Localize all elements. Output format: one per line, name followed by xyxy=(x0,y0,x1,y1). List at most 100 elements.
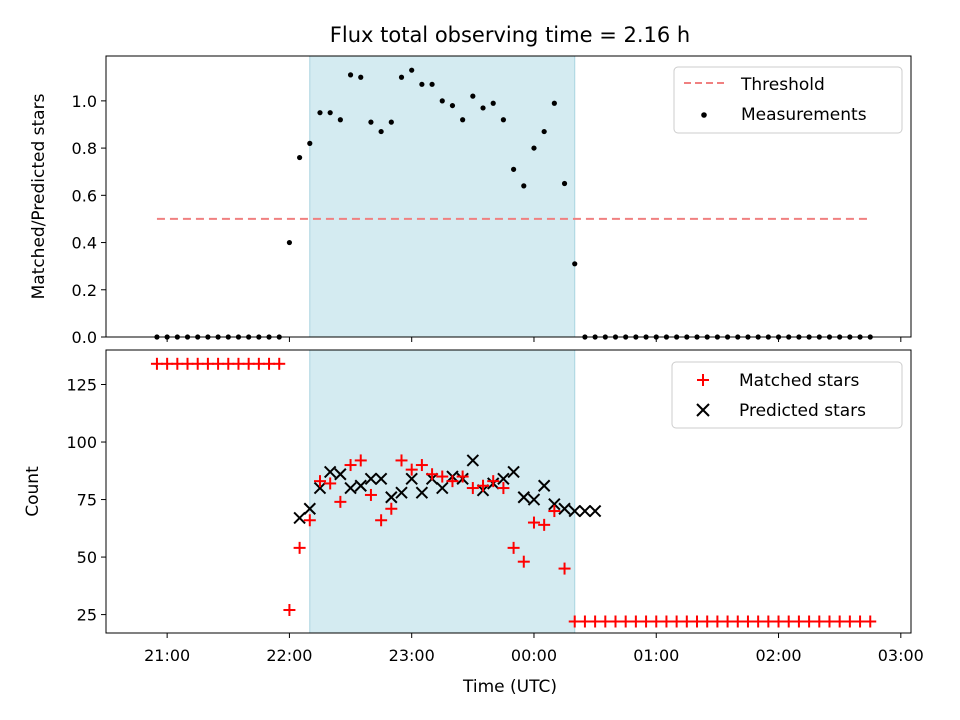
matched-star-point xyxy=(466,482,479,495)
predicted-star-point xyxy=(354,479,367,492)
matched-star-point xyxy=(252,357,265,370)
predicted-star-point xyxy=(466,454,480,467)
measurement-point xyxy=(398,74,405,80)
predicted-star-point xyxy=(537,479,551,492)
measurement-point xyxy=(378,128,384,135)
top-ytick-label-0: 0.0 xyxy=(72,328,97,347)
matched-star-point xyxy=(660,615,673,628)
top-x-ticks xyxy=(166,337,902,342)
predicted-star-point xyxy=(303,502,317,515)
measurement-point xyxy=(419,81,425,87)
top-ytick-label-5: 1.0 xyxy=(72,92,97,111)
matched-star-point xyxy=(803,615,816,628)
matched-star-point xyxy=(568,615,581,628)
bottom-ytick-label-0: 25 xyxy=(77,606,97,625)
predicted-star-point xyxy=(578,504,592,518)
matched-star-point xyxy=(242,357,255,370)
matched-star-point xyxy=(324,477,337,490)
predicted-star-point xyxy=(334,468,347,481)
bottom-ytick-label-3: 100 xyxy=(66,433,97,452)
predicted-star-point xyxy=(497,472,510,486)
top-ytick-label-3: 0.6 xyxy=(72,186,97,205)
measurement-point xyxy=(317,110,323,116)
bottom-ytick-label-4: 125 xyxy=(66,376,97,395)
x-axis-label: Time (UTC) xyxy=(462,677,557,697)
predicted-star-point xyxy=(385,491,398,504)
legend-threshold-label: Threshold xyxy=(740,75,825,95)
bottom-ytick-label-1: 50 xyxy=(77,548,97,567)
xtick-label-2: 23:00 xyxy=(389,646,435,665)
matched-star-point xyxy=(701,615,714,628)
top-ytick-label-2: 0.4 xyxy=(72,234,97,253)
measurement-point xyxy=(409,67,415,73)
predicted-star-point xyxy=(548,497,561,511)
matched-star-point xyxy=(558,562,571,575)
matched-star-point xyxy=(589,615,602,628)
predicted-star-point xyxy=(293,511,306,525)
bottom-plot-frame xyxy=(105,349,912,634)
matched-star-point xyxy=(772,615,785,628)
matched-star-point xyxy=(334,495,347,508)
top-plot-frame xyxy=(105,55,912,338)
matched-star-point xyxy=(629,615,642,628)
predicted-star-point xyxy=(364,472,378,486)
matched-star-point xyxy=(507,541,520,554)
predicted-star-point xyxy=(323,465,337,479)
legend-measurements-swatch xyxy=(701,112,707,118)
measurement-point xyxy=(307,140,313,146)
measurement-point xyxy=(551,100,557,106)
measurement-point xyxy=(500,117,507,123)
bottom-y-axis: 25 50 75 100 125 xyxy=(66,376,106,625)
xtick-label-5: 02:00 xyxy=(755,646,801,665)
predicted-star-point xyxy=(527,493,541,506)
matched-star-points xyxy=(150,357,877,628)
matched-star-point xyxy=(201,357,214,370)
predicted-star-point xyxy=(436,481,449,495)
predicted-star-point xyxy=(405,472,418,486)
predicted-star-points xyxy=(293,454,602,525)
measurement-point xyxy=(510,166,517,172)
measurement-point xyxy=(368,119,374,125)
matched-star-point xyxy=(762,615,775,628)
matched-star-point xyxy=(364,488,377,501)
legend-matched-label: Matched stars xyxy=(739,371,859,391)
matched-star-point xyxy=(823,615,836,628)
top-ytick-label-4: 0.8 xyxy=(72,139,97,158)
matched-star-point xyxy=(313,475,326,488)
matched-star-point xyxy=(222,357,235,370)
matched-star-point xyxy=(191,357,204,370)
matched-star-point xyxy=(171,357,184,370)
matched-star-point xyxy=(731,615,744,628)
matched-star-point xyxy=(293,541,306,554)
matched-star-point xyxy=(538,518,551,531)
predicted-star-point xyxy=(588,504,602,518)
matched-star-point xyxy=(375,514,388,527)
top-ytick-label-1: 0.2 xyxy=(72,281,97,300)
matched-star-point xyxy=(426,468,439,481)
observing-window-shade-bottom xyxy=(309,349,576,634)
matched-star-point xyxy=(303,514,316,527)
chart-title: Flux total observing time = 2.16 h xyxy=(330,23,690,47)
predicted-star-point xyxy=(415,486,429,499)
predicted-star-point xyxy=(344,481,357,495)
matched-star-point xyxy=(436,470,449,483)
matched-star-point xyxy=(263,357,276,370)
matched-star-point xyxy=(741,615,754,628)
matched-star-point xyxy=(619,615,632,628)
matched-star-point xyxy=(711,615,724,628)
observing-window-shade-top xyxy=(309,55,576,338)
matched-star-point xyxy=(599,615,612,628)
measurement-point xyxy=(470,93,476,99)
predicted-star-point xyxy=(313,481,327,495)
matched-star-point xyxy=(864,615,877,628)
matched-star-point xyxy=(212,357,225,370)
matched-star-point xyxy=(415,459,428,472)
measurement-point xyxy=(572,261,578,267)
matched-star-point xyxy=(833,615,846,628)
matched-star-point xyxy=(161,357,174,370)
legend-measurements-label: Measurements xyxy=(741,105,867,125)
legend-matched-swatch xyxy=(697,374,709,386)
matched-star-point xyxy=(752,615,765,628)
measurement-point xyxy=(429,81,435,87)
